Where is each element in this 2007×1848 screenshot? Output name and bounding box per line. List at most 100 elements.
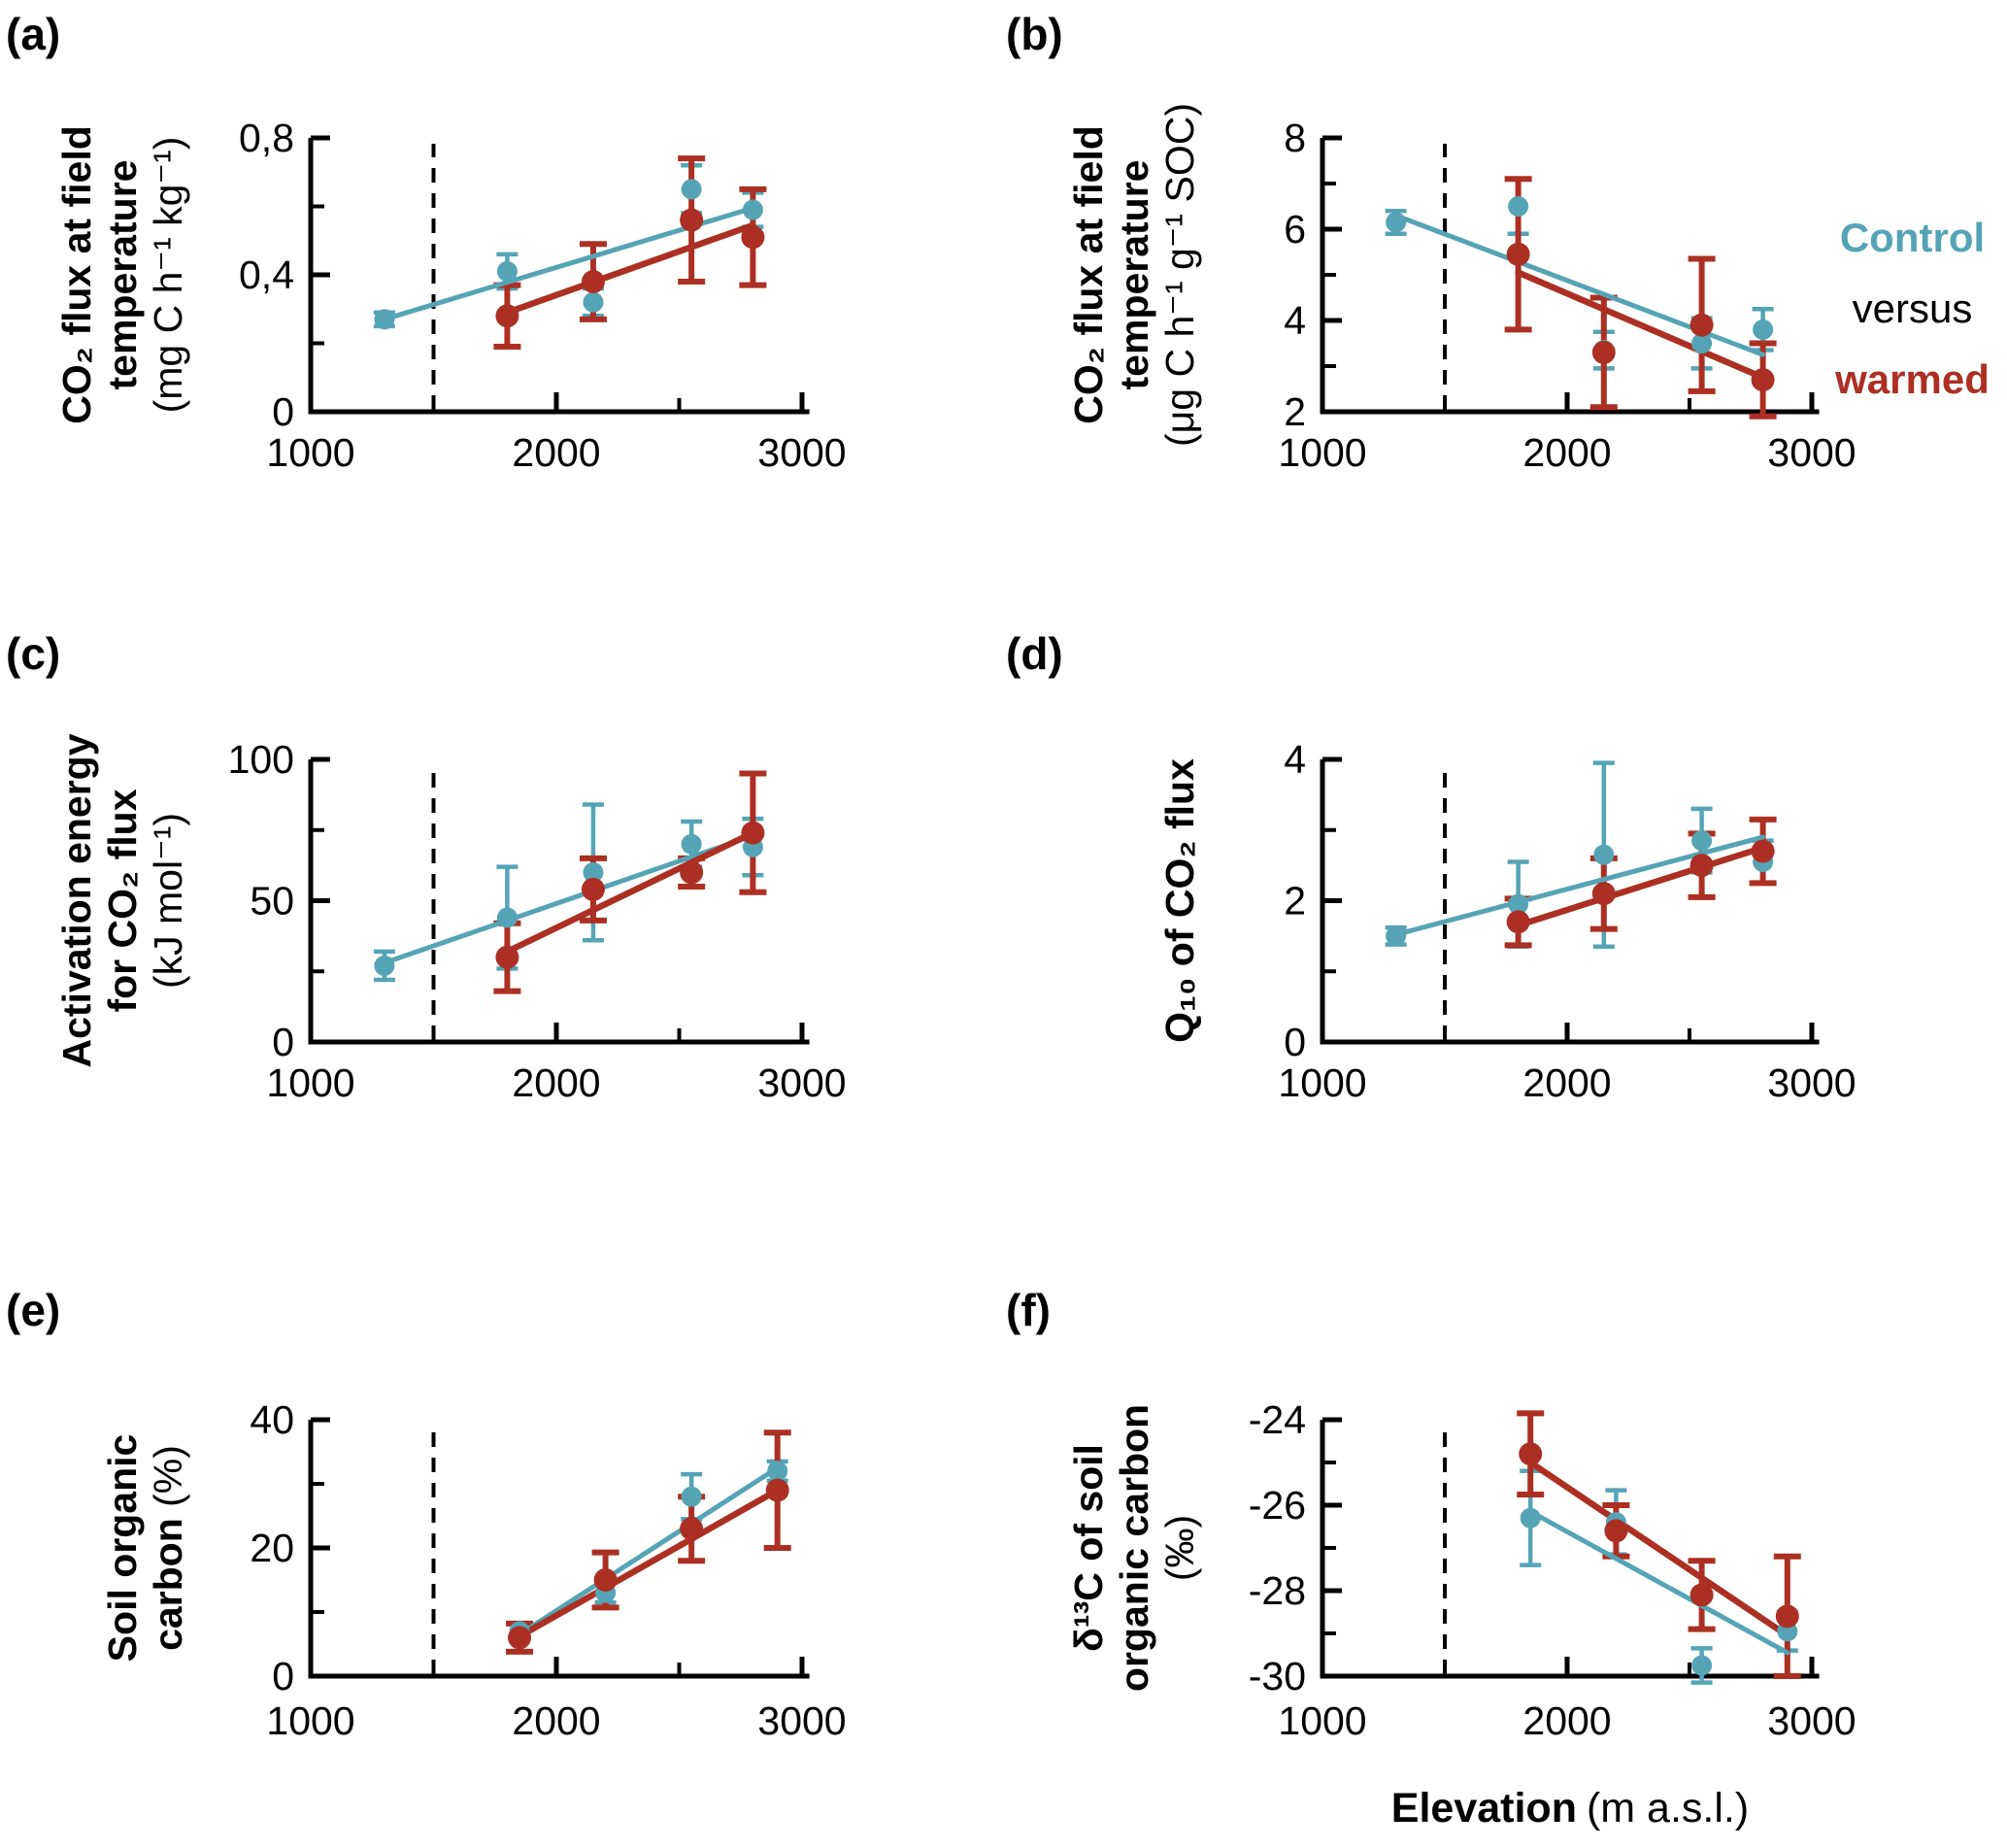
y-tick-label: -28 — [1249, 1568, 1306, 1613]
panel-b: 2 4 6 8 1000 2000 3000 CO₂ flux at field tempera… — [1066, 103, 1856, 475]
y-axis-label-line: CO₂ flux at field — [54, 125, 99, 424]
y-axis-label-part: temperature — [1112, 160, 1156, 390]
y-axis-label-part: (μg C h⁻¹ g⁻¹ SOC) — [1157, 103, 1202, 447]
data-point-control — [583, 861, 604, 883]
axes-spines — [1320, 759, 1820, 1045]
trend-line-control — [1393, 834, 1766, 937]
y-axis-label-line: for CO₂ flux — [100, 789, 145, 1012]
trend-line-warmed — [1515, 269, 1766, 381]
x-tick-label: 3000 — [1767, 1698, 1856, 1743]
x-tick-label: 2000 — [1522, 1060, 1611, 1105]
y-tick-label: 2 — [1284, 879, 1306, 924]
data-point-warmed — [1506, 242, 1530, 266]
x-tick-label: 3000 — [757, 1698, 846, 1743]
y-axis-label-line: Activation energy — [54, 733, 99, 1067]
x-tick-label: 1000 — [266, 1060, 354, 1105]
y-axis-label-part: Q₁₀ of CO₂ flux — [1157, 758, 1202, 1043]
data-point-warmed — [741, 225, 765, 250]
data-point-warmed — [1519, 1442, 1543, 1466]
panel-f-letter: (f) — [1006, 1285, 1051, 1335]
data-point-control — [374, 955, 395, 976]
data-point-control — [767, 1461, 788, 1482]
y-axis-label-line: Soil organic — [100, 1434, 145, 1663]
x-tick-label: 3000 — [757, 1060, 846, 1105]
y-axis-label-part: δ¹³C of soil — [1066, 1444, 1111, 1652]
data-point-warmed — [495, 304, 519, 328]
y-tick-label: 0 — [272, 1654, 294, 1698]
data-point-control — [496, 907, 518, 928]
data-point-warmed — [1591, 882, 1616, 906]
axes-spines — [308, 1420, 810, 1679]
data-point-control — [1691, 1655, 1713, 1676]
data-point-warmed — [680, 208, 704, 232]
data-point-warmed — [765, 1478, 789, 1502]
panel-a: 0 0,4 0,8 1000 2000 3000 CO₂ flux at field temp… — [54, 116, 847, 475]
y-tick-label: -24 — [1249, 1397, 1306, 1442]
data-point-warmed — [680, 1517, 704, 1541]
y-axis-label-part: CO₂ flux at field — [54, 125, 99, 424]
legend-warmed-label: warmed — [1835, 356, 1990, 402]
data-point-control — [742, 199, 763, 220]
x-tick-label: 2000 — [512, 1698, 600, 1743]
data-point-warmed — [1689, 854, 1714, 878]
y-axis-label-line: CO₂ flux at field — [1066, 125, 1111, 424]
data-point-warmed — [581, 270, 605, 294]
y-tick-label: 0 — [272, 389, 294, 434]
data-point-control — [496, 260, 518, 282]
y-tick-label: -26 — [1249, 1483, 1306, 1528]
x-tick-label: 1000 — [1278, 1698, 1366, 1743]
data-point-warmed — [581, 877, 605, 901]
data-point-control — [1753, 319, 1774, 340]
y-tick-label: 6 — [1284, 207, 1306, 252]
y-axis-label-line: carbon (%) — [146, 1445, 190, 1651]
y-tick-label: 4 — [1284, 298, 1306, 343]
data-point-warmed — [508, 1626, 532, 1650]
legend-versus-label: versus — [1852, 286, 1973, 331]
x-tick-label: 1000 — [266, 1698, 354, 1743]
y-axis-label-part: (‰) — [1157, 1515, 1202, 1581]
trend-line-control — [1527, 1509, 1790, 1656]
data-point-control — [374, 309, 395, 330]
y-axis-label-part: temperature — [100, 160, 145, 390]
y-axis-label-line: temperature — [100, 160, 145, 390]
trend-line-warmed — [1526, 1459, 1791, 1639]
data-point-control — [583, 291, 604, 313]
y-axis-label-line: Q₁₀ of CO₂ flux — [1157, 758, 1202, 1043]
y-axis-label-part: (kJ mol⁻¹) — [146, 813, 190, 989]
data-point-warmed — [593, 1568, 618, 1592]
panel-c: 0 50 100 1000 2000 3000 Activation energy for C… — [54, 733, 847, 1105]
x-tick-label: 2000 — [512, 1060, 600, 1105]
y-tick-label: 0 — [1284, 1020, 1306, 1064]
panel-c-letter: (c) — [6, 628, 61, 679]
y-tick-label: 50 — [250, 879, 294, 924]
trend-line-control — [517, 1465, 781, 1637]
y-axis-label-part: CO₂ flux at field — [1066, 125, 1111, 424]
y-axis-label-line: temperature — [1112, 160, 1156, 390]
data-point-warmed — [741, 821, 765, 845]
panel-e: 0 20 40 1000 2000 3000 Soil organic carbon (%) — [100, 1397, 847, 1743]
y-axis-label-part: (%) — [146, 1445, 190, 1507]
y-tick-label: 100 — [228, 737, 294, 782]
x-tick-label: 2000 — [512, 430, 600, 475]
data-point-warmed — [1689, 1583, 1714, 1607]
y-tick-label: 0,8 — [239, 116, 294, 160]
trend-line-warmed — [504, 221, 756, 317]
y-axis-label-part: (mg C h⁻¹ kg⁻¹) — [146, 137, 190, 414]
data-point-warmed — [1506, 910, 1530, 934]
y-tick-label: 20 — [250, 1526, 294, 1570]
data-point-control — [681, 179, 702, 200]
x-tick-label: 1000 — [266, 430, 354, 475]
data-point-control — [1386, 212, 1407, 233]
axes-spines — [308, 138, 810, 415]
panel-f: -30 -28 -26 -24 1000 2000 3000 δ¹³C of soil orga… — [1066, 1397, 1856, 1743]
x-axis-title-unit: (m a.s.l.) — [1586, 1785, 1750, 1831]
x-axis-title-text: Elevation — [1390, 1785, 1577, 1831]
y-axis-label-line: (mg C h⁻¹ kg⁻¹) — [146, 137, 190, 414]
data-point-warmed — [495, 945, 519, 969]
data-point-control — [1508, 893, 1529, 915]
x-axis-title: Elevation (m a.s.l.) — [1313, 1785, 1827, 1832]
data-point-control — [681, 1486, 702, 1507]
x-tick-label: 3000 — [1767, 430, 1856, 475]
